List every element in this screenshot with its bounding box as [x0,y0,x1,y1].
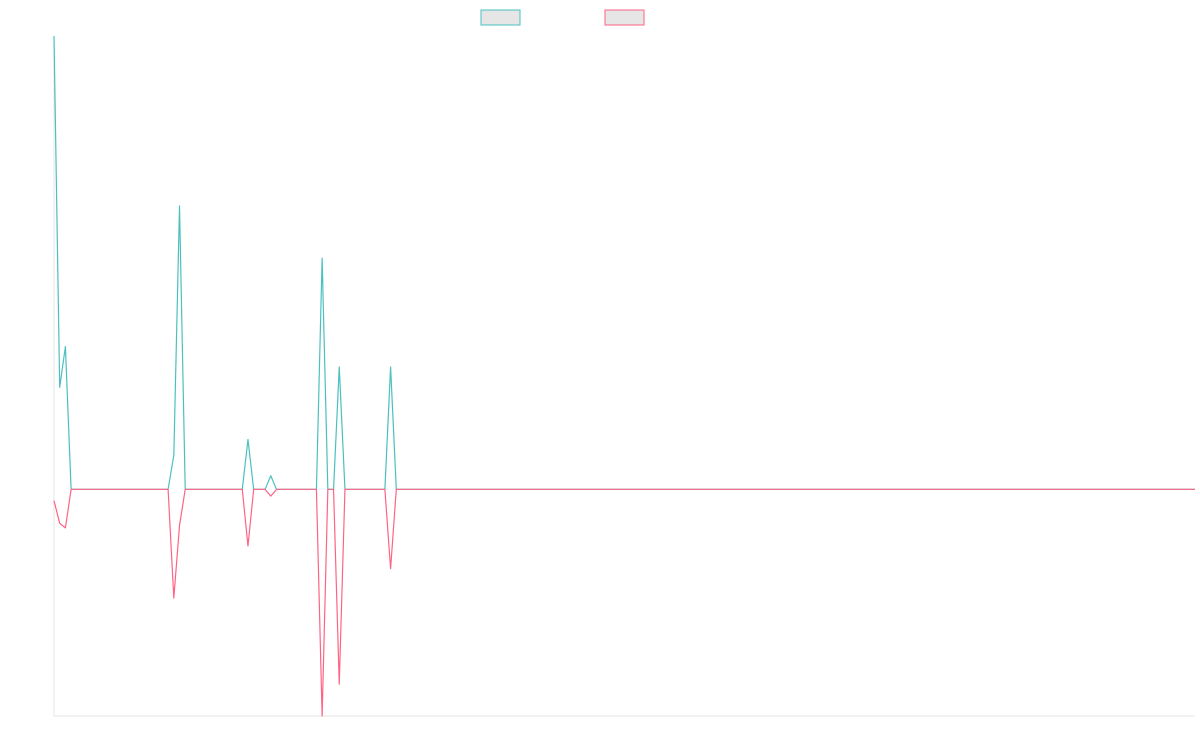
legend-swatch [480,9,521,26]
legend-swatch [604,9,645,26]
plot-area [53,35,1195,717]
legend-item-series-1[interactable] [480,9,521,26]
legend-item-series-2[interactable] [604,9,645,26]
axes [53,36,1195,717]
series-2-line [53,488,1195,717]
series-1-line [53,35,1195,490]
legend [480,9,645,26]
